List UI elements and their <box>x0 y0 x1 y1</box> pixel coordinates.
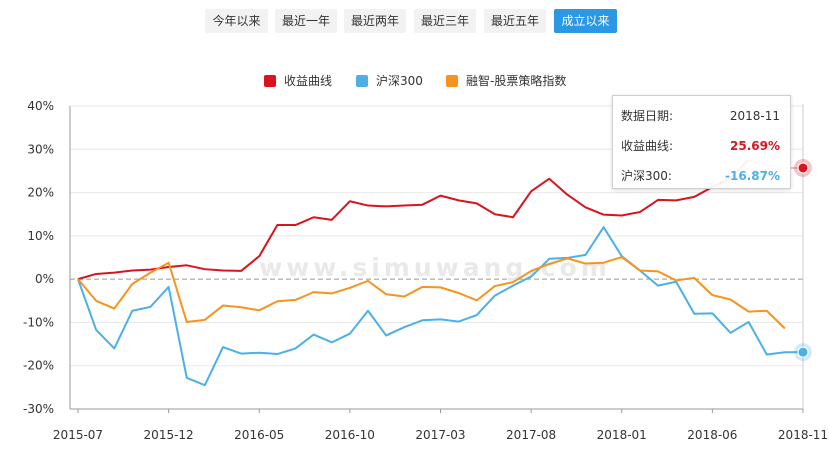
legend-label: 融智-股票策略指数 <box>466 74 567 88</box>
x-tick-label: 2015-07 <box>53 428 103 442</box>
tooltip-return-row: 收益曲线: 25.69% <box>621 138 780 154</box>
tooltip-return-key: 收益曲线: <box>621 139 674 153</box>
x-tick-label: 2017-03 <box>415 428 465 442</box>
x-tick-label: 2018-06 <box>687 428 737 442</box>
x-tick-label: 2015-12 <box>144 428 194 442</box>
x-tick-label: 2017-08 <box>506 428 556 442</box>
series-line-1 <box>77 159 750 281</box>
legend-swatch <box>446 75 458 87</box>
legend-swatch <box>356 75 368 87</box>
x-tick-label: 2016-05 <box>234 428 284 442</box>
hover-markers <box>794 158 812 362</box>
axes: 40% 30% 20% 10% 0% -10% -20% -30% 2015-07 2015-12… <box>23 99 828 442</box>
tab-since-inception[interactable]: 成立以来 <box>554 9 617 33</box>
tooltip-hs300-value: -16.87% <box>725 169 780 183</box>
tooltip-date-key: 数据日期: <box>621 109 674 123</box>
y-tick-label: -10% <box>23 315 54 329</box>
x-tick-label: 2018-11 <box>778 428 828 442</box>
series-lines <box>77 159 804 387</box>
period-tabs: 今年以来 最近一年 最近两年 最近三年 最近五年 成立以来 <box>0 9 829 33</box>
y-tick-label: 30% <box>27 142 54 156</box>
watermark: www.simuwang.com <box>259 253 611 282</box>
tooltip-date-value: 2018-11 <box>729 109 780 123</box>
chart-legend: 收益曲线 沪深300 融智-股票策略指数 <box>0 72 829 90</box>
x-tick-label: 2016-10 <box>325 428 375 442</box>
tab-2y[interactable]: 最近两年 <box>344 9 406 33</box>
hover-marker <box>797 162 809 174</box>
tooltip-return-value: 25.69% <box>730 139 780 153</box>
legend-label: 沪深300 <box>376 74 423 88</box>
x-tick-label: 2018-01 <box>597 428 647 442</box>
hover-marker <box>797 346 809 358</box>
tab-5y[interactable]: 最近五年 <box>484 9 546 33</box>
series-line-3 <box>77 256 786 330</box>
tab-ytd[interactable]: 今年以来 <box>205 9 268 33</box>
tab-1y[interactable]: 最近一年 <box>275 9 337 33</box>
tooltip-date-row: 数据日期: 2018-11 <box>621 108 780 124</box>
data-tooltip: 数据日期: 2018-11 收益曲线: 25.69% 沪深300: -16.87… <box>612 95 791 189</box>
y-tick-label: -30% <box>23 402 54 416</box>
y-tick-label: 40% <box>27 99 54 113</box>
series-line-2 <box>77 226 804 387</box>
legend-label: 收益曲线 <box>284 74 333 88</box>
tab-3y[interactable]: 最近三年 <box>414 9 476 33</box>
tooltip-hs300-key: 沪深300: <box>621 169 672 183</box>
legend-swatch <box>264 75 276 87</box>
y-tick-label: 10% <box>27 229 54 243</box>
tooltip-hs300-row: 沪深300: -16.87% <box>621 168 780 184</box>
y-tick-label: 20% <box>27 186 54 200</box>
y-tick-label: 0% <box>35 272 54 286</box>
y-tick-label: -20% <box>23 359 54 373</box>
